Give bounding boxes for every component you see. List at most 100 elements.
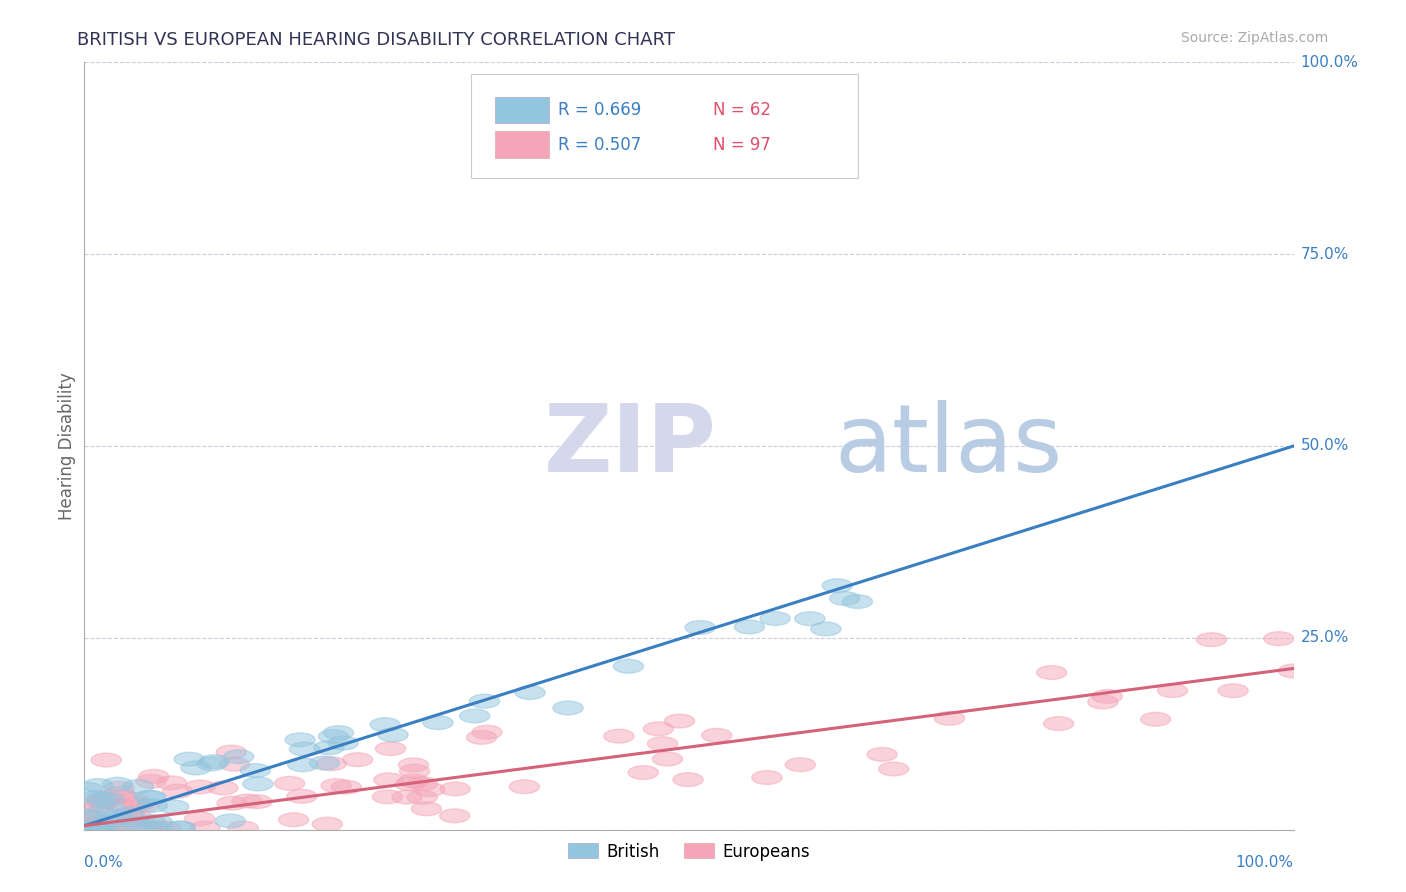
Ellipse shape [330,780,361,794]
Ellipse shape [84,822,114,835]
Ellipse shape [879,762,908,776]
Ellipse shape [423,715,453,730]
Ellipse shape [136,774,166,789]
Ellipse shape [1218,684,1249,698]
Ellipse shape [243,777,273,791]
Ellipse shape [232,794,262,808]
Ellipse shape [118,793,148,806]
Ellipse shape [83,815,112,829]
Ellipse shape [135,790,165,804]
Ellipse shape [217,797,247,810]
Ellipse shape [515,686,546,699]
Text: 75.0%: 75.0% [1301,247,1348,261]
Ellipse shape [240,764,270,777]
Ellipse shape [89,822,118,835]
Ellipse shape [87,792,117,805]
Ellipse shape [83,818,114,831]
Ellipse shape [392,790,422,804]
Ellipse shape [1140,713,1171,726]
Ellipse shape [83,812,112,826]
Ellipse shape [373,790,402,804]
Ellipse shape [278,813,309,827]
Ellipse shape [228,822,259,835]
Legend: British, Europeans: British, Europeans [561,836,817,867]
Ellipse shape [84,822,114,835]
Ellipse shape [374,772,404,787]
Ellipse shape [104,787,135,800]
Ellipse shape [314,740,344,755]
Ellipse shape [72,798,101,813]
Ellipse shape [761,612,790,625]
Ellipse shape [124,797,153,812]
Ellipse shape [290,742,319,756]
Text: Source: ZipAtlas.com: Source: ZipAtlas.com [1181,31,1329,45]
Text: ZIP: ZIP [544,400,717,492]
Ellipse shape [124,780,153,793]
Ellipse shape [415,782,444,797]
Ellipse shape [318,730,349,743]
Ellipse shape [935,712,965,725]
Ellipse shape [159,800,188,814]
Ellipse shape [77,822,107,835]
Ellipse shape [135,814,166,829]
Ellipse shape [103,797,134,812]
Ellipse shape [440,809,470,822]
Ellipse shape [316,757,346,771]
Ellipse shape [215,814,246,828]
Ellipse shape [1157,683,1188,698]
Ellipse shape [82,790,112,805]
Ellipse shape [181,761,211,775]
Ellipse shape [112,807,142,822]
Ellipse shape [224,750,254,764]
Ellipse shape [370,718,401,731]
Ellipse shape [811,622,841,636]
Ellipse shape [470,694,499,708]
Ellipse shape [72,822,103,835]
Text: 25.0%: 25.0% [1301,631,1348,645]
Ellipse shape [73,810,104,823]
Ellipse shape [321,779,352,792]
Ellipse shape [87,794,117,808]
Ellipse shape [96,803,125,817]
Ellipse shape [217,745,246,759]
Ellipse shape [440,782,470,796]
Y-axis label: Hearing Disability: Hearing Disability [58,372,76,520]
Ellipse shape [82,817,112,830]
Ellipse shape [184,780,215,794]
Ellipse shape [165,822,195,835]
Ellipse shape [91,792,122,805]
Ellipse shape [868,747,897,762]
Ellipse shape [80,822,111,835]
Ellipse shape [399,764,430,778]
Ellipse shape [553,701,583,714]
FancyBboxPatch shape [495,131,548,158]
Ellipse shape [830,591,860,606]
Ellipse shape [94,815,125,830]
Ellipse shape [343,753,373,766]
Ellipse shape [75,822,104,835]
Ellipse shape [115,816,145,830]
Ellipse shape [103,822,132,835]
Ellipse shape [91,753,121,767]
Ellipse shape [156,776,187,789]
Ellipse shape [274,776,305,790]
Ellipse shape [665,714,695,728]
Ellipse shape [328,736,359,750]
Text: R = 0.669: R = 0.669 [558,101,641,119]
Text: N = 97: N = 97 [713,136,770,153]
FancyBboxPatch shape [495,97,548,123]
Ellipse shape [412,802,441,816]
Ellipse shape [142,822,173,835]
Ellipse shape [408,777,437,790]
Ellipse shape [150,822,180,835]
Ellipse shape [408,790,437,805]
Ellipse shape [1088,695,1118,709]
Ellipse shape [197,757,226,771]
Text: 0.0%: 0.0% [84,855,124,870]
Ellipse shape [509,780,540,794]
Ellipse shape [673,772,703,787]
Ellipse shape [685,621,716,634]
Ellipse shape [142,814,173,829]
Ellipse shape [104,781,134,795]
Ellipse shape [208,781,238,795]
